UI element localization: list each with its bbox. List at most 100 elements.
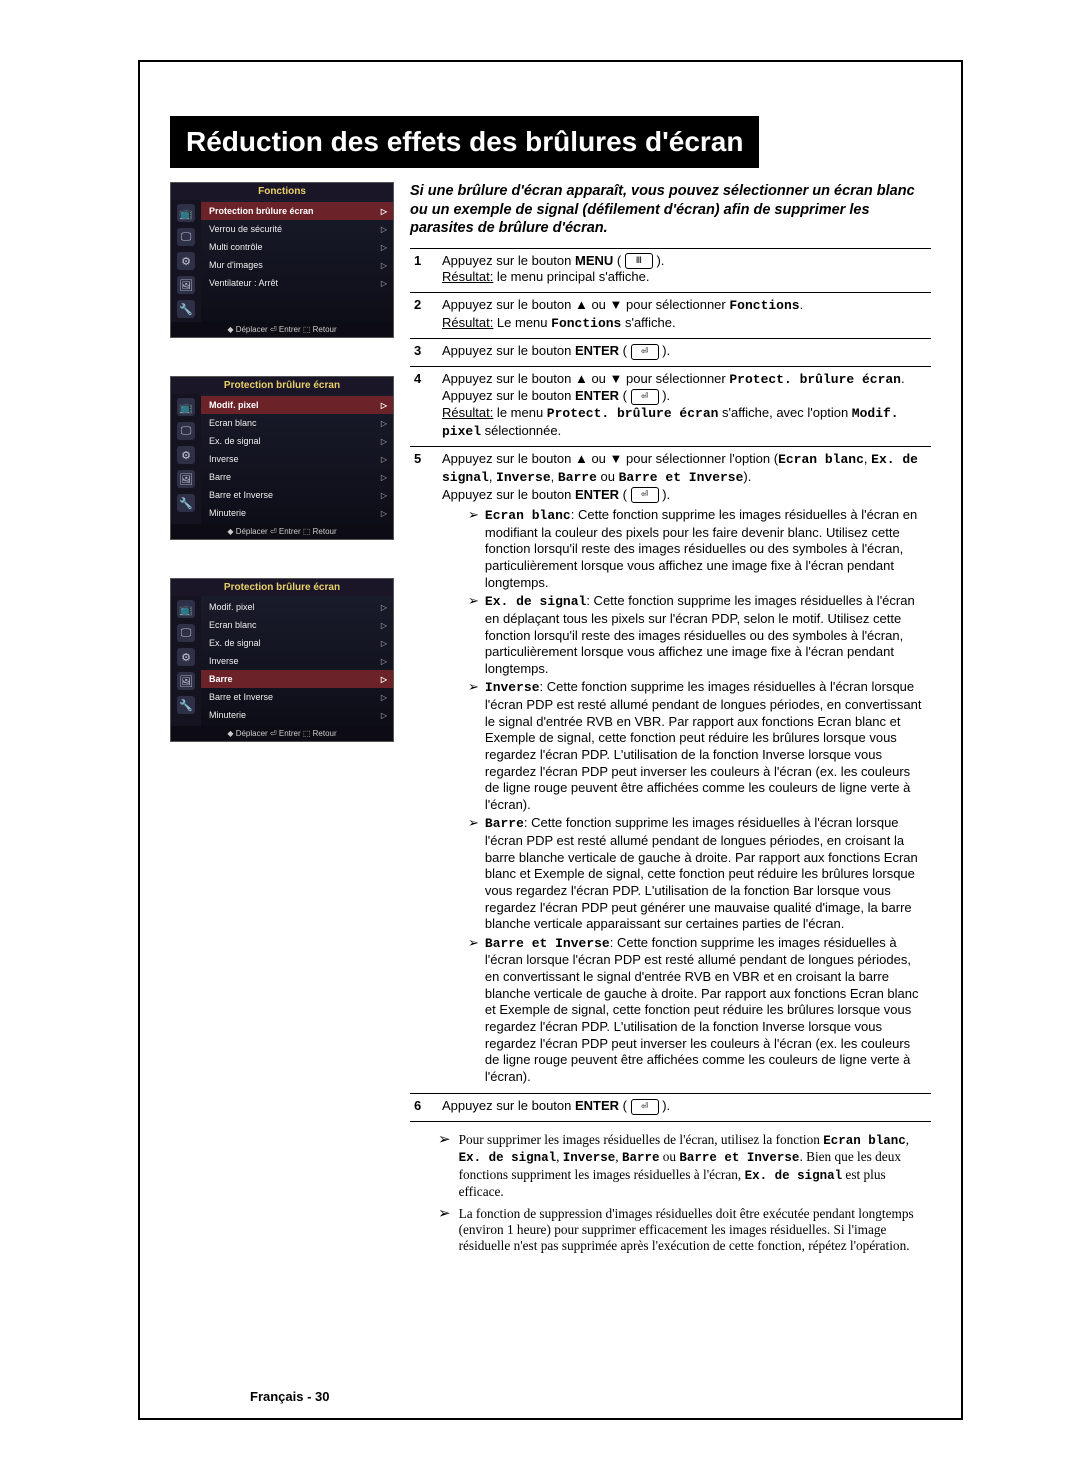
osd-item: Modif. pixel ▷ <box>201 598 393 616</box>
text: Barre: Cette fonction supprime les image… <box>485 815 925 932</box>
osd-category-icon: 🔧 <box>177 300 195 318</box>
osd-item: Ventilateur : Arrêt▷ <box>201 274 393 292</box>
text: ). <box>653 253 665 268</box>
text: Pour supprimer les images résiduelles de… <box>459 1132 931 1200</box>
page: Réduction des effets des brûlures d'écra… <box>0 0 1080 1473</box>
osd-menu-fonctions: Fonctions 📺 🖵 ⚙ 🖼 🔧 Protection brûlure é… <box>170 182 394 338</box>
osd-item: Ecran blanc ▷ <box>201 616 393 634</box>
text: ( <box>613 253 625 268</box>
chevron-right-icon: ▷ <box>381 419 387 428</box>
result-label: Résultat: <box>442 269 493 284</box>
arrow-icon: ➢ <box>438 1132 451 1200</box>
osd-item: Ex. de signal▷ <box>201 432 393 450</box>
text: ( <box>619 487 631 502</box>
osd-item: Mur d'images▷ <box>201 256 393 274</box>
text: ou <box>659 1149 679 1164</box>
osd-item-label: Barre <box>209 472 231 482</box>
chevron-right-icon: ▷ <box>381 639 387 648</box>
text: Appuyez sur le bouton ▲ ou ▼ pour sélect… <box>442 451 778 466</box>
text: le menu <box>493 405 546 420</box>
step-text: Appuyez sur le bouton MENU ( Ⅲ ). Résult… <box>436 248 931 292</box>
chevron-right-icon: ▷ <box>381 401 387 410</box>
chevron-right-icon: ▷ <box>381 693 387 702</box>
chevron-right-icon: ▷ <box>381 621 387 630</box>
osd-list: Modif. pixel ▷ Ecran blanc▷ Ex. de signal… <box>201 394 393 524</box>
step-number: 6 <box>410 1094 436 1122</box>
osd-category-icon: 🖵 <box>177 422 195 440</box>
text: Appuyez sur le bouton ▲ ou ▼ pour sélect… <box>442 297 729 312</box>
osd-category-icon: ⚙ <box>177 446 195 464</box>
result-label: Résultat: <box>442 315 493 330</box>
option-description: ➢Inverse: Cette fonction supprime les im… <box>468 679 925 813</box>
step-text: Appuyez sur le bouton ENTER ( ⏎ ). <box>436 339 931 367</box>
page-frame: Réduction des effets des brûlures d'écra… <box>138 60 963 1420</box>
osd-header: Protection brûlure écran <box>171 377 393 394</box>
content-row: Fonctions 📺 🖵 ⚙ 🖼 🔧 Protection brûlure é… <box>170 182 931 1261</box>
chevron-right-icon: ▷ <box>381 261 387 270</box>
text: Appuyez sur le bouton ▲ ou ▼ pour sélect… <box>442 371 729 386</box>
osd-item: Inverse▷ <box>201 652 393 670</box>
text: Pour supprimer les images résiduelles de… <box>459 1132 824 1147</box>
page-title: Réduction des effets des brûlures d'écra… <box>170 116 759 168</box>
step-row: 3 Appuyez sur le bouton ENTER ( ⏎ ). <box>410 339 931 367</box>
osd-footer: ◆ Déplacer ⏎ Entrer ⬚ Retour <box>171 524 393 539</box>
osd-category-icon: 🔧 <box>177 696 195 714</box>
osd-item: Multi contrôle▷ <box>201 238 393 256</box>
osd-icon-strip: 📺 🖵 ⚙ 🖼 🔧 <box>171 200 201 322</box>
osd-item-label: Ex. de signal <box>209 436 261 446</box>
step-row: 6 Appuyez sur le bouton ENTER ( ⏎ ). <box>410 1094 931 1122</box>
step-number: 3 <box>410 339 436 367</box>
osd-column: Fonctions 📺 🖵 ⚙ 🖼 🔧 Protection brûlure é… <box>170 182 392 1261</box>
chevron-right-icon: ▷ <box>381 455 387 464</box>
osd-item: Ecran blanc▷ <box>201 414 393 432</box>
text: Barre et Inverse: Cette fonction supprim… <box>485 935 925 1086</box>
step-number: 5 <box>410 447 436 1094</box>
osd-category-icon: ⚙ <box>177 252 195 270</box>
option-name: Barre et Inverse <box>619 470 744 485</box>
osd-category-icon: 📺 <box>177 600 195 618</box>
arrow-icon: ➢ <box>468 507 479 591</box>
text: . <box>901 371 905 386</box>
text: , <box>489 469 496 484</box>
arrow-icon: ➢ <box>468 815 479 932</box>
osd-category-icon: 🔧 <box>177 494 195 512</box>
chevron-right-icon: ▷ <box>381 279 387 288</box>
osd-icon-strip: 📺 🖵 ⚙ 🖼 🔧 <box>171 596 201 726</box>
osd-item: Inverse▷ <box>201 450 393 468</box>
osd-header: Protection brûlure écran <box>171 579 393 596</box>
osd-item-label: Modif. pixel <box>209 400 259 410</box>
chevron-right-icon: ▷ <box>381 243 387 252</box>
text: : Cette fonction supprime les images rés… <box>485 815 918 931</box>
chevron-right-icon: ▷ <box>381 473 387 482</box>
osd-item-label: Barre et Inverse <box>209 692 273 702</box>
chevron-right-icon: ▷ <box>381 225 387 234</box>
osd-item-label: Modif. pixel <box>209 602 255 612</box>
text: , <box>556 1149 563 1164</box>
osd-category-icon: ⚙ <box>177 648 195 666</box>
step-text: Appuyez sur le bouton ▲ ou ▼ pour sélect… <box>436 366 931 447</box>
option-name: Inverse <box>496 470 551 485</box>
osd-menu-protection-2: Protection brûlure écran 📺 🖵 ⚙ 🖼 🔧 Modif… <box>170 578 394 742</box>
step-row: 4 Appuyez sur le bouton ▲ ou ▼ pour séle… <box>410 366 931 447</box>
button-name: MENU <box>575 253 613 268</box>
option-name: Barre et Inverse <box>485 936 610 951</box>
osd-item: Barre et Inverse▷ <box>201 486 393 504</box>
step-row: 2 Appuyez sur le bouton ▲ ou ▼ pour séle… <box>410 292 931 338</box>
text: , <box>551 469 558 484</box>
step-row: 1 Appuyez sur le bouton MENU ( Ⅲ ). Résu… <box>410 248 931 292</box>
osd-category-icon: 📺 <box>177 398 195 416</box>
osd-list: Protection brûlure écran▷ Verrou de sécu… <box>201 200 393 322</box>
option-name: Barre et Inverse <box>679 1151 799 1165</box>
text: Appuyez sur le bouton <box>442 388 575 403</box>
osd-icon-strip: 📺 🖵 ⚙ 🖼 🔧 <box>171 394 201 524</box>
chevron-right-icon: ▷ <box>381 603 387 612</box>
text: ( <box>619 343 631 358</box>
osd-item: Barre▷ <box>201 670 393 688</box>
arrow-icon: ➢ <box>468 679 479 813</box>
osd-item-label: Ex. de signal <box>209 638 261 648</box>
osd-spacer <box>201 292 393 310</box>
osd-category-icon: 🖼 <box>177 276 195 294</box>
text: Appuyez sur le bouton <box>442 1098 575 1113</box>
osd-item-label: Ecran blanc <box>209 620 257 630</box>
text: , <box>615 1149 622 1164</box>
